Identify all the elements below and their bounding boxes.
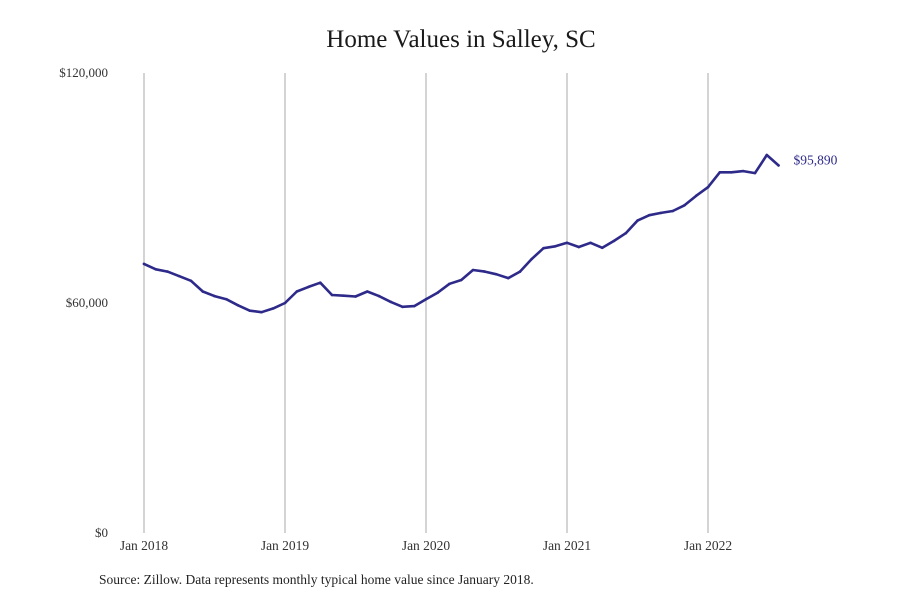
data-point-2020-04 bbox=[459, 278, 463, 282]
x-tick-label: Jan 2020 bbox=[402, 538, 451, 553]
data-point-2019-04 bbox=[318, 281, 322, 284]
data-point-2021-11 bbox=[683, 203, 686, 207]
y-axis-ticks: $0 $60,000 $120,000 bbox=[59, 65, 108, 540]
y-tick-label: $120,000 bbox=[59, 65, 108, 80]
data-point-2021-10 bbox=[671, 209, 675, 213]
data-point-2018-11 bbox=[260, 310, 263, 314]
y-tick-label: $60,000 bbox=[66, 295, 108, 310]
data-point-2019-01 bbox=[283, 301, 287, 305]
data-point-2021-06 bbox=[624, 231, 628, 235]
data-point-2021-05 bbox=[612, 239, 616, 243]
x-tick-label: Jan 2021 bbox=[543, 538, 591, 553]
data-point-2022-06 bbox=[765, 153, 769, 157]
source-note: Source: Zillow. Data represents monthly … bbox=[99, 572, 534, 587]
data-point-2021-07 bbox=[636, 219, 639, 222]
data-point-2018-06 bbox=[201, 290, 205, 293]
data-point-2022-03 bbox=[730, 170, 733, 174]
home-value-line bbox=[142, 153, 780, 314]
data-point-2021-02 bbox=[577, 245, 581, 249]
data-point-2022-02 bbox=[718, 170, 722, 174]
end-value-label: $95,890 bbox=[794, 152, 838, 167]
data-point-2022-07 bbox=[777, 164, 780, 167]
data-point-2018-07 bbox=[213, 294, 216, 298]
data-point-2022-04 bbox=[741, 169, 745, 173]
data-point-2019-02 bbox=[295, 290, 299, 293]
data-point-2019-03 bbox=[307, 285, 310, 289]
data-point-2018-02 bbox=[154, 267, 158, 271]
data-point-2021-03 bbox=[589, 241, 592, 245]
data-point-2021-12 bbox=[694, 194, 698, 197]
x-tick-label: Jan 2018 bbox=[120, 538, 169, 553]
data-point-2019-10 bbox=[389, 300, 393, 304]
data-point-2021-04 bbox=[600, 246, 604, 250]
data-point-2018-09 bbox=[236, 304, 240, 307]
data-point-2020-09 bbox=[518, 270, 522, 273]
data-point-2020-03 bbox=[448, 282, 451, 286]
data-point-2020-02 bbox=[436, 291, 440, 294]
data-point-2018-10 bbox=[248, 309, 252, 312]
data-point-2020-07 bbox=[495, 272, 498, 276]
data-point-2021-09 bbox=[659, 211, 663, 215]
data-point-2022-01 bbox=[706, 185, 710, 189]
x-tick-label: Jan 2022 bbox=[684, 538, 732, 553]
data-points bbox=[142, 153, 780, 314]
chart-title: Home Values in Salley, SC bbox=[326, 26, 596, 53]
x-axis-ticks: Jan 2018 Jan 2019 Jan 2020 Jan 2021 Jan 2022 bbox=[120, 538, 732, 553]
data-point-2020-08 bbox=[506, 276, 510, 280]
data-point-2019-09 bbox=[377, 294, 381, 298]
data-point-2018-04 bbox=[177, 274, 181, 278]
data-point-2020-12 bbox=[553, 244, 557, 248]
data-point-2019-12 bbox=[412, 304, 416, 308]
data-point-2019-07 bbox=[354, 295, 357, 298]
data-point-2020-05 bbox=[471, 268, 475, 272]
data-point-2020-10 bbox=[530, 257, 534, 261]
data-point-2018-08 bbox=[224, 297, 228, 301]
y-tick-label: $0 bbox=[95, 525, 108, 540]
data-point-2022-05 bbox=[753, 171, 757, 175]
x-tick-label: Jan 2019 bbox=[261, 538, 310, 553]
data-point-2018-12 bbox=[271, 307, 275, 310]
data-point-2018-05 bbox=[189, 279, 193, 283]
data-point-2019-05 bbox=[330, 293, 334, 297]
data-point-2018-03 bbox=[166, 270, 169, 273]
data-point-2020-11 bbox=[542, 246, 545, 250]
data-point-2021-01 bbox=[565, 241, 569, 245]
gridlines bbox=[143, 73, 709, 533]
data-point-2020-01 bbox=[424, 297, 428, 301]
data-point-2018-01 bbox=[142, 262, 146, 266]
data-point-2021-08 bbox=[647, 213, 651, 217]
data-point-2019-06 bbox=[342, 294, 346, 298]
data-point-2019-08 bbox=[365, 290, 369, 293]
data-point-2019-11 bbox=[401, 305, 404, 309]
data-point-2020-06 bbox=[483, 270, 487, 273]
